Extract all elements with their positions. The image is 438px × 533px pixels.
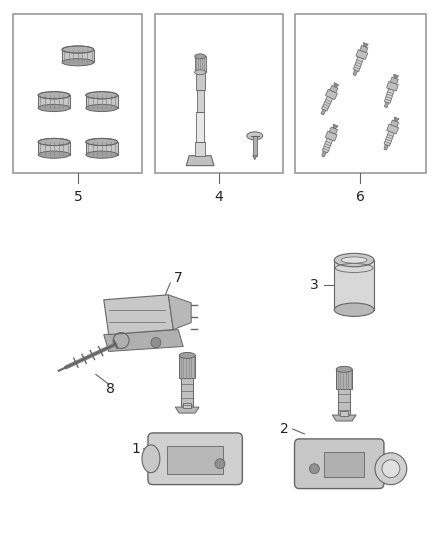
Polygon shape bbox=[353, 56, 364, 71]
Polygon shape bbox=[353, 70, 358, 76]
Polygon shape bbox=[168, 295, 191, 329]
Bar bbox=[253, 136, 257, 156]
Ellipse shape bbox=[142, 445, 160, 473]
Polygon shape bbox=[104, 329, 183, 351]
Polygon shape bbox=[394, 74, 399, 79]
Text: 6: 6 bbox=[356, 190, 364, 205]
Polygon shape bbox=[391, 120, 399, 127]
Ellipse shape bbox=[341, 257, 367, 263]
Ellipse shape bbox=[38, 151, 70, 158]
Polygon shape bbox=[360, 45, 368, 53]
Ellipse shape bbox=[86, 139, 118, 146]
Circle shape bbox=[309, 464, 319, 474]
Bar bbox=[181, 378, 193, 408]
Polygon shape bbox=[38, 95, 70, 108]
Polygon shape bbox=[329, 127, 338, 134]
Polygon shape bbox=[387, 124, 399, 134]
Polygon shape bbox=[175, 407, 199, 413]
Text: 8: 8 bbox=[106, 382, 115, 396]
Bar bbox=[194, 56, 205, 72]
Bar bbox=[340, 411, 348, 416]
Polygon shape bbox=[86, 95, 118, 108]
Ellipse shape bbox=[194, 54, 205, 59]
Text: 7: 7 bbox=[174, 271, 183, 285]
FancyBboxPatch shape bbox=[294, 439, 384, 489]
Bar bbox=[179, 356, 195, 378]
Polygon shape bbox=[322, 138, 333, 153]
Polygon shape bbox=[330, 85, 338, 93]
Polygon shape bbox=[394, 117, 399, 122]
Ellipse shape bbox=[38, 92, 70, 99]
Polygon shape bbox=[322, 151, 326, 157]
Text: 1: 1 bbox=[131, 442, 140, 456]
Polygon shape bbox=[385, 88, 394, 103]
Ellipse shape bbox=[86, 104, 118, 111]
Ellipse shape bbox=[62, 59, 94, 66]
Polygon shape bbox=[356, 50, 368, 60]
Bar bbox=[196, 72, 205, 90]
Ellipse shape bbox=[38, 139, 70, 146]
Polygon shape bbox=[253, 156, 257, 160]
Circle shape bbox=[215, 459, 225, 469]
Ellipse shape bbox=[334, 253, 374, 266]
Ellipse shape bbox=[86, 151, 118, 158]
Polygon shape bbox=[321, 109, 326, 115]
Circle shape bbox=[375, 453, 407, 484]
Bar bbox=[196, 112, 204, 142]
Bar bbox=[13, 14, 142, 173]
Ellipse shape bbox=[179, 352, 195, 358]
Polygon shape bbox=[325, 131, 337, 141]
Polygon shape bbox=[385, 102, 389, 108]
Bar bbox=[183, 403, 191, 408]
Polygon shape bbox=[325, 89, 337, 100]
Polygon shape bbox=[384, 131, 394, 146]
Text: 4: 4 bbox=[215, 190, 223, 205]
Polygon shape bbox=[332, 415, 356, 421]
Polygon shape bbox=[390, 77, 398, 84]
Bar bbox=[197, 90, 204, 112]
Polygon shape bbox=[104, 295, 173, 335]
Text: 2: 2 bbox=[280, 422, 289, 436]
Circle shape bbox=[151, 337, 161, 348]
Polygon shape bbox=[62, 50, 94, 62]
Polygon shape bbox=[321, 96, 333, 111]
Polygon shape bbox=[38, 142, 70, 155]
Ellipse shape bbox=[334, 303, 374, 317]
Bar bbox=[195, 142, 205, 156]
Text: 5: 5 bbox=[74, 190, 82, 205]
Ellipse shape bbox=[86, 92, 118, 99]
Bar bbox=[336, 369, 352, 389]
Ellipse shape bbox=[336, 366, 352, 373]
Bar bbox=[324, 452, 364, 477]
Bar bbox=[294, 14, 426, 173]
Polygon shape bbox=[186, 156, 214, 166]
Polygon shape bbox=[384, 144, 389, 150]
Polygon shape bbox=[334, 83, 339, 87]
Polygon shape bbox=[333, 124, 338, 129]
Circle shape bbox=[382, 460, 400, 478]
Ellipse shape bbox=[247, 132, 263, 140]
Polygon shape bbox=[387, 82, 398, 91]
Polygon shape bbox=[334, 260, 374, 310]
Ellipse shape bbox=[62, 46, 94, 53]
Bar bbox=[338, 389, 350, 417]
Bar bbox=[155, 14, 283, 173]
Ellipse shape bbox=[194, 70, 205, 75]
Polygon shape bbox=[86, 142, 118, 155]
Polygon shape bbox=[364, 43, 368, 47]
Text: 3: 3 bbox=[310, 278, 319, 292]
FancyBboxPatch shape bbox=[148, 433, 242, 484]
Bar bbox=[167, 446, 223, 474]
Ellipse shape bbox=[38, 104, 70, 111]
